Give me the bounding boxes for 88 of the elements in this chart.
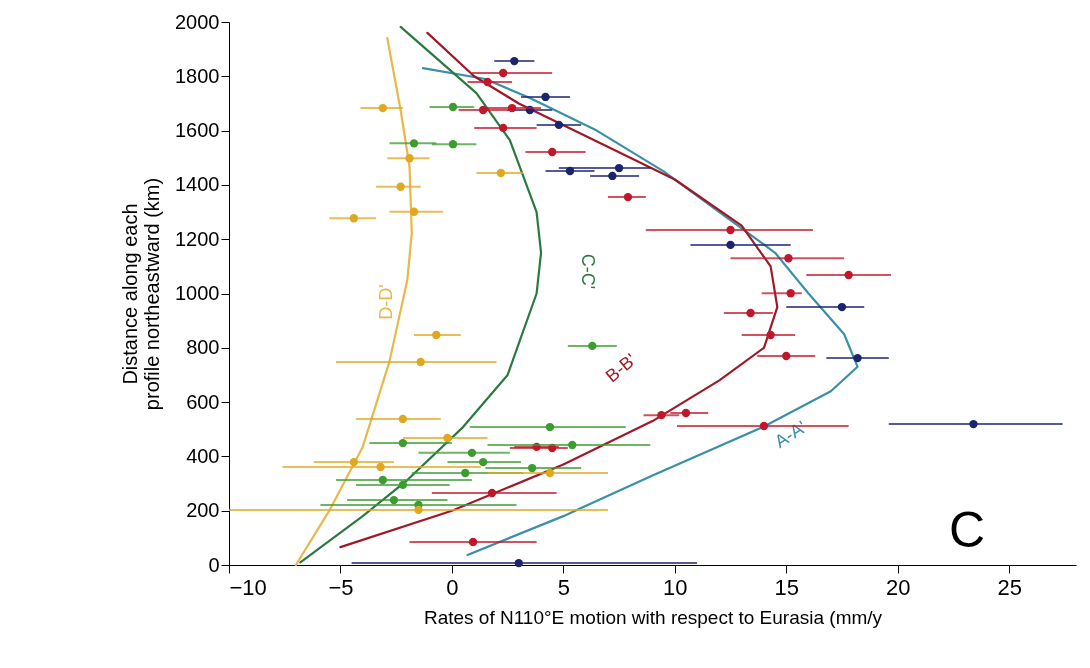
point xyxy=(510,56,519,66)
point xyxy=(389,495,399,505)
x-tick-label: 25 xyxy=(997,574,1022,600)
point xyxy=(548,147,557,157)
y-tick-label: 200 xyxy=(186,499,220,522)
point xyxy=(746,308,755,318)
point xyxy=(853,353,862,363)
point xyxy=(527,463,537,473)
y-tick-label: 600 xyxy=(186,390,220,413)
point xyxy=(614,163,624,173)
point xyxy=(837,302,847,312)
line-series xyxy=(339,31,779,549)
point xyxy=(483,77,492,87)
point xyxy=(378,103,387,113)
point xyxy=(398,438,408,448)
y-tick-label: 1600 xyxy=(175,119,220,142)
x-tick-label: −5 xyxy=(328,574,354,600)
x-tick-label: −10 xyxy=(229,574,267,600)
point xyxy=(782,351,791,361)
y-tick-label: 1400 xyxy=(175,173,220,196)
text: B-B' xyxy=(601,349,641,387)
point xyxy=(461,468,470,478)
y-tick-label: 1800 xyxy=(175,64,220,87)
y-tick-label: 800 xyxy=(186,336,220,359)
point xyxy=(376,462,385,472)
point xyxy=(726,225,735,235)
line-series xyxy=(421,67,859,557)
point xyxy=(405,154,414,163)
point xyxy=(468,537,478,547)
point xyxy=(507,103,517,113)
x-tick-label: 15 xyxy=(774,574,799,600)
text: A-A' xyxy=(771,416,810,452)
point xyxy=(554,120,564,130)
x-tick-label: 5 xyxy=(557,574,570,600)
x-tick-label: 10 xyxy=(663,574,688,600)
point xyxy=(414,505,423,515)
point xyxy=(498,68,508,78)
point xyxy=(349,457,358,467)
x-tick-label: 20 xyxy=(885,574,911,600)
y-tick-label: 1200 xyxy=(175,227,220,250)
point xyxy=(759,421,769,431)
point xyxy=(726,240,735,250)
point xyxy=(487,488,497,498)
point xyxy=(478,457,488,467)
point xyxy=(416,357,425,367)
point xyxy=(565,166,575,176)
point xyxy=(623,192,633,202)
x-tick-label: 0 xyxy=(446,574,459,600)
point xyxy=(545,468,555,478)
point xyxy=(608,171,617,181)
point xyxy=(844,270,853,280)
point xyxy=(478,105,488,115)
point xyxy=(568,440,577,450)
point xyxy=(448,140,458,149)
line-series xyxy=(299,25,543,564)
point xyxy=(448,102,458,112)
point xyxy=(514,558,523,568)
text: C-C' xyxy=(577,253,598,290)
point xyxy=(349,214,358,223)
point xyxy=(541,92,550,102)
y-tick-label: 400 xyxy=(186,444,220,467)
y-tick-label: 2000 xyxy=(175,10,220,33)
point xyxy=(498,123,508,133)
point xyxy=(969,419,978,429)
point xyxy=(409,207,419,216)
point xyxy=(496,168,506,178)
point xyxy=(681,408,691,418)
point xyxy=(467,448,477,458)
point xyxy=(784,254,793,263)
y-tick-label: 1000 xyxy=(175,282,220,304)
point xyxy=(378,475,387,485)
point xyxy=(409,139,419,148)
point xyxy=(588,341,597,351)
point xyxy=(432,330,441,340)
point xyxy=(657,410,666,420)
point xyxy=(545,422,555,432)
line-series xyxy=(294,36,413,567)
point xyxy=(398,414,408,424)
point xyxy=(396,182,405,191)
point xyxy=(398,480,408,490)
point xyxy=(786,289,795,298)
annotation: C xyxy=(948,502,986,558)
point xyxy=(443,433,452,443)
y-axis-title: Distance along each profile northeastward (km) xyxy=(119,177,164,411)
x-axis-title: Rates of N110°E motion with respect to Eurasia (mm/y xyxy=(423,606,883,628)
point xyxy=(766,330,775,340)
text: D-D' xyxy=(376,284,397,320)
y-tick-label: 0 xyxy=(208,553,220,576)
